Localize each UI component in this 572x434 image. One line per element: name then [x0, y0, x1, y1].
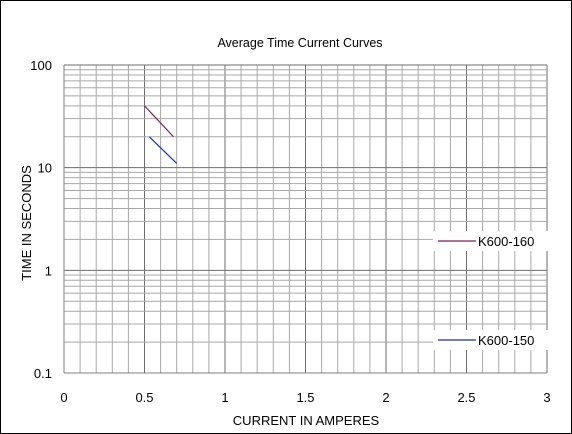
y-tick-label: 10 [38, 161, 52, 176]
x-tick-label: 2.5 [457, 390, 475, 405]
legend-entry-background [433, 330, 551, 350]
legend: K600-160 K600-150 [433, 231, 551, 350]
x-tick-label: 1 [221, 390, 228, 405]
series-lines [144, 105, 178, 164]
y-tick-label: 0.1 [34, 366, 52, 381]
y-axis-label: TIME IN SECONDS [19, 165, 34, 281]
x-tick-label: 3 [543, 390, 550, 405]
series-line [148, 136, 178, 164]
legend-entry-background [433, 231, 551, 251]
x-axis-label: CURRENT IN AMPERES [233, 413, 380, 428]
x-tick-label: 1.5 [296, 390, 314, 405]
y-tick-label: 100 [30, 58, 52, 73]
tick-labels: 0 0.5 1 1.5 2 2.5 3 0.1 1 10 100 [30, 58, 550, 405]
y-tick-label: 1 [45, 263, 52, 278]
x-tick-label: 0 [60, 390, 67, 405]
x-tick-label: 0.5 [135, 390, 153, 405]
chart-title: Average Time Current Curves [217, 36, 382, 50]
series-line [144, 105, 174, 138]
legend-label: K600-150 [478, 333, 534, 348]
grid [63, 64, 548, 374]
legend-label: K600-160 [478, 234, 534, 249]
x-tick-label: 2 [382, 390, 389, 405]
